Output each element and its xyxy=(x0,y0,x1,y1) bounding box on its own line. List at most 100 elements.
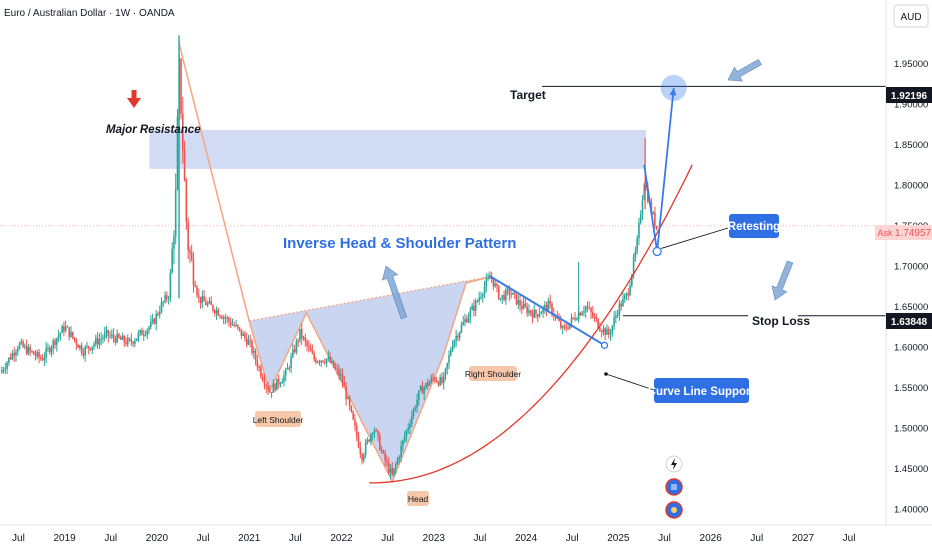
candle-body xyxy=(373,429,376,434)
candle-body xyxy=(197,295,200,297)
candle-body xyxy=(162,301,165,303)
x-tick-label: Jul xyxy=(566,533,579,544)
candle-body xyxy=(258,366,260,368)
candle-body xyxy=(318,361,321,363)
candle-body xyxy=(59,332,62,336)
candle-body xyxy=(268,390,271,393)
candle-body xyxy=(142,334,145,336)
candle-body xyxy=(316,361,319,363)
candle-body xyxy=(636,238,638,251)
candle-body xyxy=(4,368,7,370)
target-label: Target xyxy=(510,88,546,102)
candle-body xyxy=(189,250,191,254)
candle-body xyxy=(299,328,301,341)
candle-body xyxy=(300,328,303,339)
candle-body xyxy=(203,296,205,302)
candle-body xyxy=(132,341,134,344)
candle-body xyxy=(103,333,106,338)
candle-body xyxy=(270,392,273,394)
candle-body xyxy=(290,356,292,368)
candle-body xyxy=(265,385,268,387)
candle-body xyxy=(73,337,76,340)
candle-body xyxy=(6,362,8,369)
candle-body xyxy=(416,400,418,409)
candle-body xyxy=(93,343,95,347)
lightning-icon[interactable] xyxy=(665,455,683,473)
y-tick-label: 1.95000 xyxy=(894,59,928,70)
candle-body xyxy=(545,304,548,311)
candle-body xyxy=(549,300,552,304)
candle-body xyxy=(283,375,285,382)
candle-body xyxy=(192,259,195,286)
candle-body xyxy=(249,340,252,342)
x-tick-label: 2024 xyxy=(515,533,538,544)
candle-body xyxy=(306,341,308,346)
candle-body xyxy=(157,313,159,315)
candle-body xyxy=(272,383,275,393)
candle-body xyxy=(260,367,262,377)
candle-body xyxy=(61,326,63,333)
candle-body xyxy=(304,337,307,342)
candle-body xyxy=(430,377,433,383)
candle-body xyxy=(355,425,358,437)
candle-body xyxy=(135,338,138,341)
ask-price-text: 1.74957 xyxy=(895,228,932,239)
candle-body xyxy=(295,340,298,352)
candle-body xyxy=(2,369,5,371)
candle-body xyxy=(107,330,110,337)
candle-body xyxy=(611,325,614,334)
candle-body xyxy=(201,296,204,304)
y-tick-label: 1.55000 xyxy=(894,383,928,394)
candle-body xyxy=(137,333,140,339)
y-tick-label: 1.50000 xyxy=(894,423,928,434)
candle-body xyxy=(576,319,578,321)
candle-body xyxy=(242,333,244,336)
candle-body xyxy=(387,462,390,473)
target-price-tag: 1.92196 xyxy=(886,87,932,103)
x-tick-label: 2026 xyxy=(700,533,723,544)
candle-body xyxy=(36,351,39,357)
candle-body xyxy=(409,424,411,428)
candle-body xyxy=(542,307,544,313)
head-badge: Head xyxy=(407,491,429,506)
flag-icon[interactable] xyxy=(665,501,683,519)
candle-body xyxy=(371,433,374,435)
candle-body xyxy=(432,377,434,379)
candle-body xyxy=(386,460,388,463)
candle-body xyxy=(508,289,511,295)
candle-body xyxy=(609,333,612,335)
candle-body xyxy=(176,116,179,190)
candle-body xyxy=(460,325,463,333)
candle-body xyxy=(439,377,441,386)
candle-body xyxy=(166,295,168,299)
candle-body xyxy=(402,440,404,446)
candle-body xyxy=(625,293,628,296)
candle-body xyxy=(464,319,466,323)
candle-body xyxy=(382,450,385,453)
candle-body xyxy=(141,330,143,336)
curve-support-connector xyxy=(605,373,655,391)
candle-body xyxy=(600,331,603,333)
currency-button[interactable]: AUD xyxy=(893,4,929,28)
candle-body xyxy=(497,286,500,300)
candle-body xyxy=(41,359,44,361)
candle-body xyxy=(96,338,99,345)
x-tick-label: 2020 xyxy=(146,533,169,544)
candle-body xyxy=(451,346,454,351)
candle-body xyxy=(254,350,257,361)
candle-body xyxy=(444,368,447,376)
candle-body xyxy=(341,374,344,383)
candles-layer xyxy=(0,35,658,480)
candle-body xyxy=(352,411,354,420)
candle-body xyxy=(194,285,197,287)
candle-body xyxy=(364,442,367,455)
candle-body xyxy=(570,317,573,324)
flag-icon[interactable] xyxy=(665,478,683,496)
annotations-layer xyxy=(127,58,794,391)
curve-support-line xyxy=(369,164,693,484)
x-tick-label: 2019 xyxy=(53,533,76,544)
candle-body xyxy=(421,386,424,394)
candle-body xyxy=(221,316,223,319)
